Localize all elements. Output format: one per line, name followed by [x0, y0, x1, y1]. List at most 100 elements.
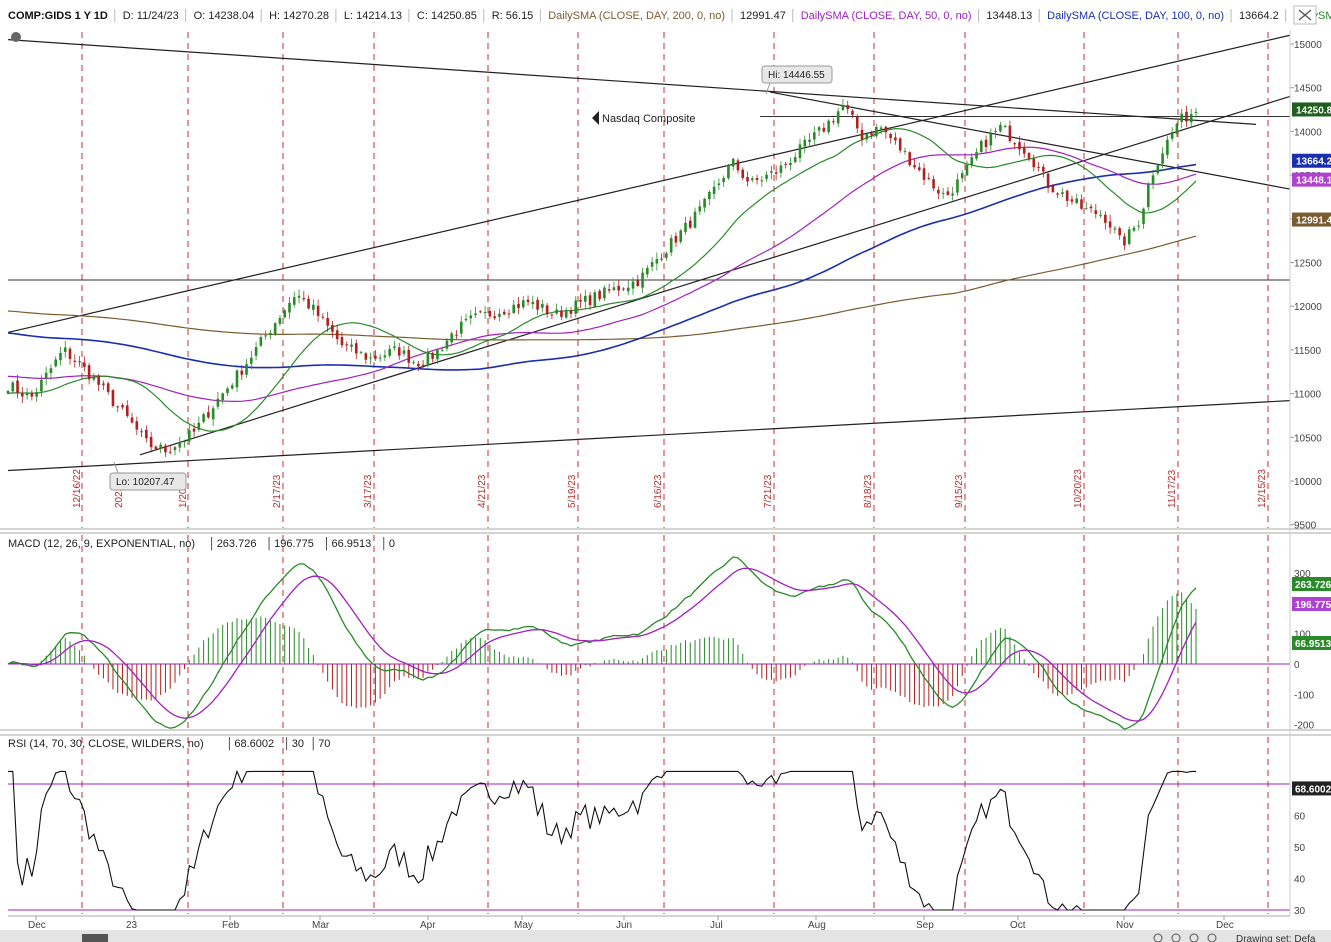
candle-body	[164, 445, 167, 453]
date-marker-label: 8/18/23	[863, 474, 874, 508]
study-label-arrow-icon	[592, 111, 599, 125]
candle-body	[1094, 210, 1098, 214]
candle-body	[598, 290, 601, 300]
candle-body	[703, 198, 706, 208]
candle-body	[622, 288, 625, 290]
trend-line-rising	[139, 95, 1291, 456]
candle-body	[21, 393, 24, 397]
macd-divider: │	[381, 536, 388, 551]
candle-body	[817, 127, 821, 131]
candle-body	[1151, 175, 1155, 185]
candle-body	[841, 104, 845, 110]
candle-body	[354, 343, 358, 354]
rsi-panel[interactable]: RSI (14, 70, 30, CLOSE, WILDERS, no) │ 68.…	[0, 734, 1331, 917]
candle-body	[612, 287, 616, 290]
price-tick-label: 14000	[1294, 127, 1322, 138]
macd-signal-line	[7, 567, 1197, 722]
rsi-line	[8, 769, 1196, 911]
candle-body	[932, 179, 935, 189]
rsi-tag	[1292, 781, 1331, 796]
candle-body	[340, 337, 344, 346]
candle-body	[1084, 208, 1088, 210]
date-marker-label: 10/20/23	[1073, 469, 1084, 508]
candle-body	[917, 167, 921, 171]
sma-100-line	[7, 163, 1197, 371]
trend-line-falling-2	[769, 91, 1291, 190]
candle-body	[359, 351, 363, 353]
date-marker-label: 6/16/23	[653, 474, 664, 508]
candle-body	[283, 310, 287, 318]
price-panel[interactable]: 12/16/22 2023 1/20 2/17/23 3/17/23 4/21/23 5/1…	[0, 32, 1331, 532]
candle-body	[97, 376, 100, 385]
drawing-set-label[interactable]: Drawing set: Defa	[1236, 934, 1316, 942]
candle-body	[579, 299, 582, 302]
candle-body	[450, 333, 454, 343]
date-marker-label: 3/17/23	[363, 474, 374, 508]
macd-tick-label: 100	[1294, 630, 1311, 641]
candle-body	[73, 360, 77, 362]
candle-body	[727, 164, 730, 179]
candle-body	[517, 303, 520, 309]
hi-annotation-label: Hi: 14446.55	[768, 70, 825, 81]
candle-body	[894, 137, 897, 141]
time-tick-label: Dec	[1216, 920, 1234, 931]
macd-title: MACD (12, 26, 9, EXPONENTIAL, no)	[8, 538, 195, 550]
macd-tick-label: -200	[1294, 721, 1314, 732]
chart-settings-icon[interactable]	[1293, 5, 1317, 25]
price-tick-label: 9500	[1294, 521, 1317, 532]
candle-body	[1022, 147, 1026, 154]
candle-body	[655, 259, 659, 264]
candle-body	[946, 191, 950, 195]
study-label: Nasdaq Composite	[602, 113, 696, 125]
candle-body	[426, 351, 430, 366]
rsi-divider: │	[284, 736, 291, 751]
candle-body	[469, 315, 473, 319]
candle-body	[259, 337, 263, 346]
candle-body	[722, 178, 725, 182]
candle-body	[717, 183, 721, 186]
candle-body	[512, 304, 516, 313]
candle-body	[312, 304, 315, 310]
candle-body	[531, 301, 535, 305]
candle-body	[498, 313, 501, 317]
candle-body	[78, 361, 81, 363]
candle-body	[684, 222, 687, 232]
macd-tick-label: 0	[1294, 660, 1300, 671]
candle-body	[1118, 228, 1121, 236]
candle-body	[417, 363, 420, 367]
candle-body	[1194, 111, 1198, 113]
rsi-tag-label: 68.6002	[1295, 784, 1331, 795]
candle-body	[970, 157, 974, 165]
date-marker-label: 4/21/23	[477, 474, 488, 508]
candle-body	[927, 177, 931, 179]
macd-panel[interactable]: MACD (12, 26, 9, EXPONENTIAL, no) │ 263.72…	[0, 532, 1331, 732]
trend-line-lower	[7, 399, 1291, 472]
price-tag-label: 13448.1	[1296, 176, 1331, 187]
candle-body	[431, 353, 434, 359]
price-tick-label: 10000	[1294, 477, 1322, 488]
candle-body	[755, 178, 759, 181]
price-tag	[1292, 212, 1331, 227]
candle-body	[536, 299, 539, 310]
candle-body	[603, 287, 606, 299]
macd-divider: │	[266, 536, 273, 551]
sma-200-line	[7, 235, 1197, 341]
candle-body	[383, 355, 387, 358]
candle-body	[541, 304, 544, 308]
candle-body	[550, 314, 554, 316]
candle-body	[1075, 198, 1079, 203]
price-tick-label: 12000	[1294, 302, 1322, 313]
candle-body	[474, 313, 477, 316]
candle-body	[1161, 153, 1164, 164]
price-tag-label: 13664.2	[1296, 157, 1331, 168]
time-tick-label: May	[514, 920, 533, 931]
macd-value: 66.9513	[332, 538, 372, 550]
candle-body	[569, 310, 573, 314]
candle-body	[49, 368, 53, 373]
candle-body	[502, 311, 506, 315]
candle-body	[1127, 229, 1131, 244]
candle-body	[980, 140, 983, 153]
candle-body	[92, 376, 96, 380]
candle-body	[846, 105, 850, 110]
